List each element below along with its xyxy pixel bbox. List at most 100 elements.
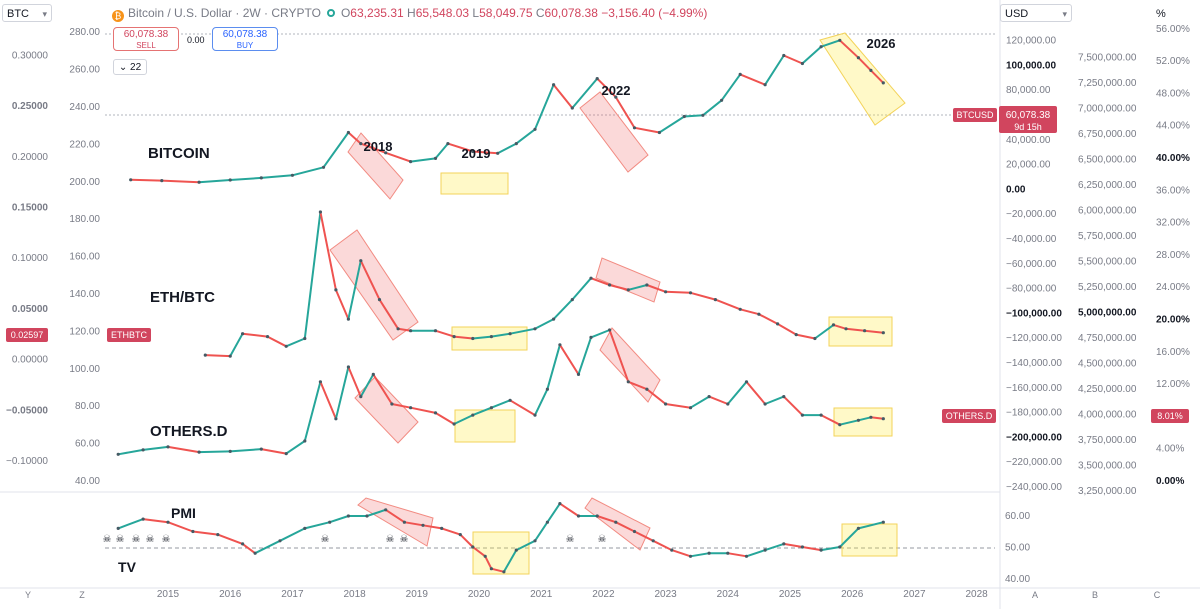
sell-button[interactable]: 60,078.38 SELL <box>113 27 179 51</box>
ethbtc-segment <box>334 288 350 321</box>
time-axis-tick: 2022 <box>592 589 615 600</box>
tradingview-logo-icon: TV <box>118 559 137 575</box>
pmi-point <box>141 517 145 521</box>
ethbtc-point <box>433 329 438 333</box>
percent-axis-tick: 40.00% <box>1156 153 1190 164</box>
bitcoin-point <box>433 156 438 160</box>
pmi-point <box>483 554 487 558</box>
pmi-point <box>502 570 506 574</box>
pmi-pane-label: PMI <box>171 505 196 521</box>
othersd-point <box>471 413 475 417</box>
left-axis-tick: 40.00 <box>75 476 100 487</box>
ethbtc-point <box>318 210 322 214</box>
pmi-point <box>881 520 885 524</box>
time-axis-tick: 2023 <box>654 589 677 600</box>
bitcoin-segment <box>782 54 804 65</box>
ethbtc-segment <box>714 298 742 311</box>
bottom-toolbar-button-c[interactable]: C <box>1154 590 1161 600</box>
pmi-segment <box>614 521 636 533</box>
ethbtc-axis-tick: 0.25000 <box>12 101 49 112</box>
left-axis-tick: 280.00 <box>69 27 100 38</box>
othersd-segment <box>577 336 592 376</box>
ethbtc-point <box>570 298 574 302</box>
ethbtc-point <box>303 336 307 341</box>
pmi-axis-tick: 50.00 <box>1005 543 1030 554</box>
othersd-segment <box>198 450 232 454</box>
bottom-toolbar-button-a[interactable]: A <box>1032 590 1038 600</box>
bitcoin-segment <box>739 73 767 86</box>
othersd-point <box>707 395 711 399</box>
pmi-point <box>458 533 462 537</box>
pmi-segment <box>782 542 804 548</box>
ethbtc-segment <box>608 284 630 291</box>
time-axis-tick: 2016 <box>219 589 242 600</box>
othersd-segment <box>745 380 767 405</box>
pmi-segment <box>279 527 306 542</box>
btcusd-label: BTCUSD <box>956 110 994 120</box>
othersd-point <box>688 406 693 410</box>
left-axis-tick: 80.00 <box>75 401 100 412</box>
highlight-2018-ethbtc <box>329 229 419 341</box>
year-annotation-2026: 2026 <box>867 36 896 51</box>
bitcoin-point <box>856 56 861 60</box>
bottom-toolbar-button-z[interactable]: Z <box>79 590 85 600</box>
ethbtc-point <box>533 327 537 331</box>
ethbtc-point <box>713 298 718 302</box>
indicators-toggle-button[interactable]: ⌄ 22 <box>113 59 147 75</box>
far-right-axis-tick: 3,500,000.00 <box>1078 461 1137 472</box>
ethbtc-segment <box>490 332 512 338</box>
pmi-point <box>253 551 257 555</box>
pmi-point <box>856 526 861 531</box>
pmi-segment <box>167 521 194 533</box>
bitcoin-point <box>720 98 724 102</box>
pmi-point <box>576 514 581 518</box>
symbol-button[interactable]: BTC ▾ <box>2 4 52 22</box>
btcusd-price-tag <box>999 106 1057 133</box>
ethbtc-point <box>626 288 630 292</box>
year-annotation-2018: 2018 <box>364 139 393 154</box>
bitcoin-axis-tick: −40,000.00 <box>1006 234 1057 245</box>
bitcoin-axis-tick: 100,000.00 <box>1006 60 1056 71</box>
time-axis-tick: 2018 <box>343 589 366 600</box>
btcusd-countdown: 9d 15h <box>1014 122 1042 132</box>
left-axis-tick: 200.00 <box>69 177 100 188</box>
ethbtc-axis-tick: 0.00000 <box>12 355 49 366</box>
ethbtc-point <box>284 344 288 348</box>
othersd-segment <box>260 448 288 455</box>
bitcoin-pane-label: BITCOIN <box>148 145 210 162</box>
bitcoin-segment <box>552 83 574 109</box>
buy-button[interactable]: 60,078.38 BUY <box>212 27 278 51</box>
ethbtc-point <box>831 323 836 327</box>
pmi-point <box>384 508 388 512</box>
pmi-point <box>421 523 425 527</box>
high-value: 65,548.03 <box>415 6 470 20</box>
bottom-toolbar-button-b[interactable]: B <box>1092 590 1098 600</box>
bitcoin-point <box>160 179 164 183</box>
far-right-axis-tick: 7,250,000.00 <box>1078 78 1137 89</box>
bitcoin-segment <box>658 115 686 134</box>
othersd-point <box>303 439 307 443</box>
bitcoin-segment <box>838 39 860 59</box>
pmi-segment <box>484 555 493 570</box>
bitcoin-axis-tick: −160,000.00 <box>1006 383 1062 394</box>
percent-axis-tick: 0.00% <box>1156 476 1184 487</box>
sell-price: 60,078.38 <box>123 29 169 40</box>
percent-axis-tick: 12.00% <box>1156 379 1190 390</box>
othersd-segment <box>608 329 630 383</box>
ethbtc-point <box>608 283 612 287</box>
bitcoin-point <box>701 113 705 117</box>
ethbtc-segment <box>378 298 400 330</box>
pmi-point <box>558 502 562 506</box>
pmi-point <box>707 551 711 555</box>
time-axis-tick: 2020 <box>468 589 491 600</box>
othersd-segment <box>285 440 306 455</box>
othersd-segment <box>558 343 580 376</box>
othersd-point <box>452 422 456 426</box>
bottom-toolbar-button-y[interactable]: Y <box>25 590 31 600</box>
ethbtc-segment <box>229 332 244 358</box>
ethbtc-point <box>688 291 693 295</box>
highlight-2022-bitcoin <box>579 91 649 173</box>
currency-button[interactable]: USD ▾ <box>1000 4 1072 22</box>
ethbtc-segment <box>645 284 667 293</box>
